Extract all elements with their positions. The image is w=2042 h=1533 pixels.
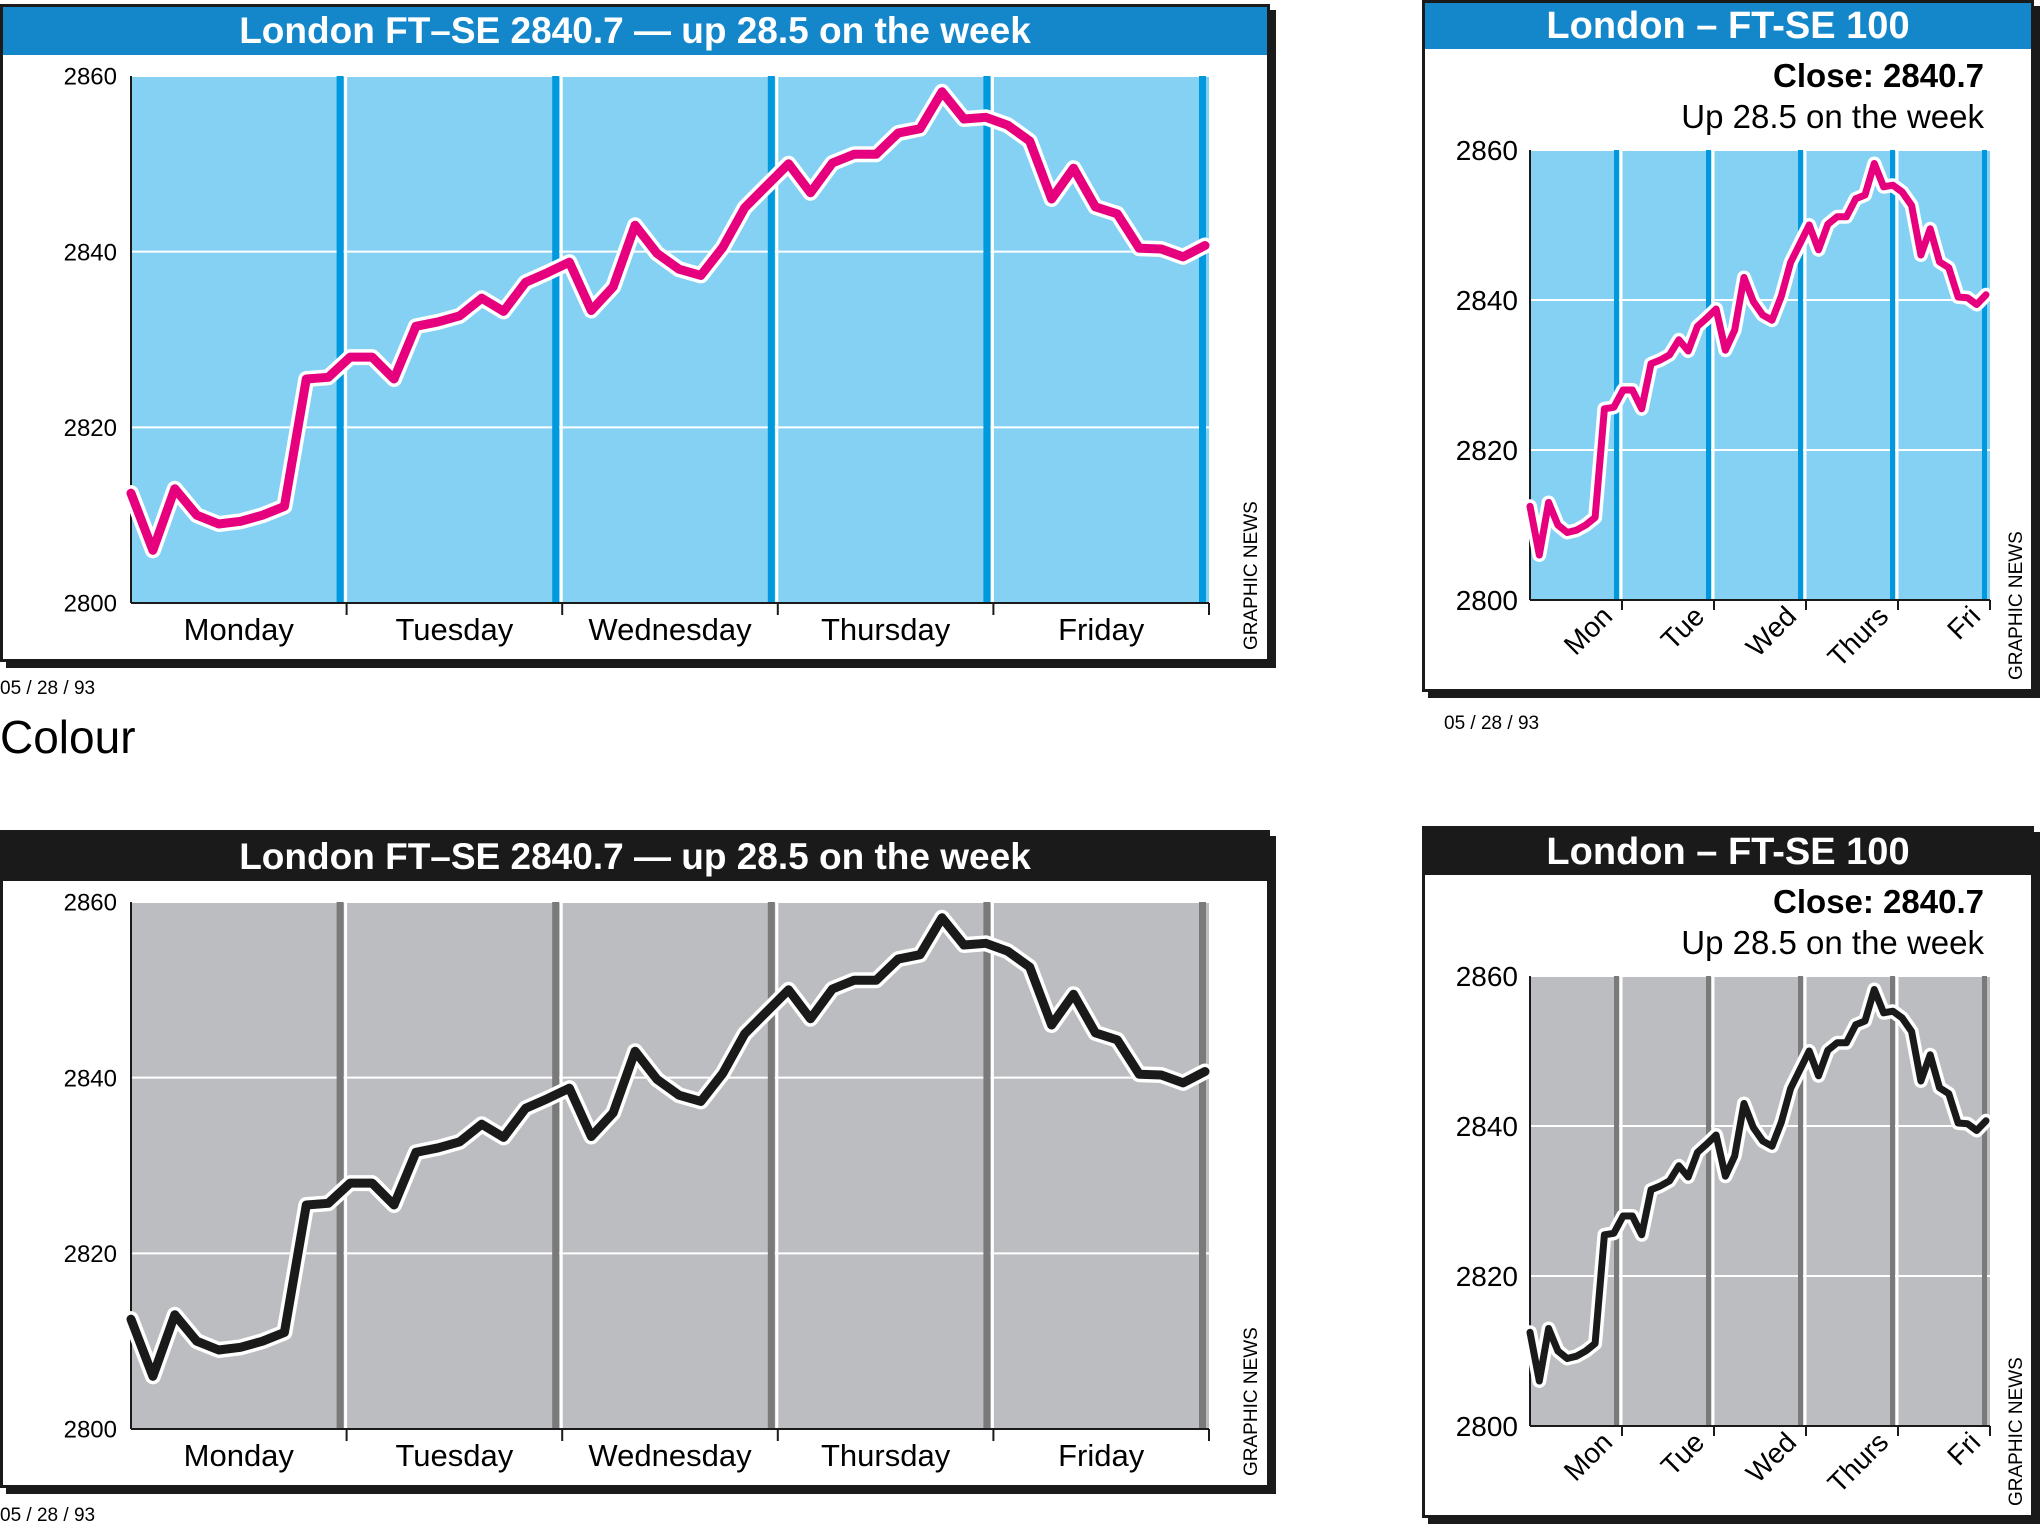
wide-colour-chart-svg: 2800 2820 2840 2860 Monday Tuesday Wednesday Th… <box>64 64 1262 650</box>
plot-area <box>131 902 1209 1429</box>
date-stamp: 05 / 28 / 93 <box>0 678 96 699</box>
x-category-label: Monday <box>184 612 295 647</box>
y-tick-label: 2860 <box>1456 961 1518 992</box>
plot-area <box>1530 150 1990 600</box>
x-category-label: Wed <box>1740 600 1802 662</box>
day-divider <box>552 902 560 1429</box>
series-line <box>126 913 1210 1381</box>
close-value-label: Close: 2840.7 <box>1773 57 1984 94</box>
day-divider <box>1798 150 1803 600</box>
section-label: Colour <box>0 711 136 763</box>
chart-title: London – FT-SE 100 <box>1422 0 2034 49</box>
y-tick-label: 2860 <box>1456 135 1518 166</box>
close-value-label: Close: 2840.7 <box>1773 883 1984 920</box>
credit-label: GRAPHIC NEWS <box>2006 1357 2027 1506</box>
y-tick-label: 2820 <box>1456 1261 1518 1292</box>
wide-colour-chart-panel: London FT–SE 2840.7 — up 28.5 on the wee… <box>0 4 1276 668</box>
day-divider <box>983 902 991 1429</box>
day-divider <box>1798 976 1803 1426</box>
day-divider <box>1614 976 1619 1426</box>
day-divider <box>767 902 775 1429</box>
y-tick-label: 2860 <box>64 890 117 917</box>
day-divider <box>1982 150 1987 600</box>
y-tick-label: 2840 <box>1456 285 1518 316</box>
day-divider <box>1706 976 1711 1426</box>
x-category-label: Friday <box>1058 612 1145 647</box>
chart-title: London – FT-SE 100 <box>1422 826 2034 875</box>
x-category-label: Wednesday <box>588 612 752 647</box>
y-tick-label: 2820 <box>64 1241 117 1268</box>
weekly-change-label: Up 28.5 on the week <box>1681 924 1984 961</box>
x-category-label: Fri <box>1941 1426 1986 1471</box>
y-tick-label: 2820 <box>64 415 117 442</box>
day-divider <box>552 76 560 603</box>
credit-label: GRAPHIC NEWS <box>1241 1327 1262 1476</box>
series-line <box>1526 986 1990 1385</box>
day-divider <box>983 76 991 603</box>
narrow-colour-chart-svg: 2800 2820 2840 2860 Mon Tue Wed Thurs Fri GRAPHIC… <box>1456 135 2027 680</box>
plot-area <box>131 76 1209 603</box>
x-category-label: Tuesday <box>396 612 514 647</box>
y-tick-label: 2840 <box>1456 1111 1518 1142</box>
narrow-mono-chart-svg: 2800 2820 2840 2860 Mon Tue Wed Thurs Fri GRAPHIC… <box>1456 961 2027 1506</box>
y-tick-label: 2840 <box>64 1065 117 1092</box>
day-divider <box>1890 150 1895 600</box>
day-divider <box>1706 150 1711 600</box>
wide-mono-chart-svg: 2800 2820 2840 2860 Monday Tuesday Wednesday Th… <box>64 890 1262 1476</box>
y-tick-label: 2800 <box>1456 1411 1518 1442</box>
x-category-label: Thurs <box>1822 600 1895 673</box>
x-category-label: Monday <box>184 1438 295 1473</box>
x-category-label: Tue <box>1655 600 1710 655</box>
day-divider <box>1614 150 1619 600</box>
x-category-label: Tue <box>1655 1426 1710 1481</box>
weekly-change-label: Up 28.5 on the week <box>1681 98 1984 135</box>
narrow-mono-chart-panel: London – FT-SE 100 Close: 2840.7 Up 28.5… <box>1422 826 2040 1524</box>
day-divider <box>1199 76 1206 603</box>
series-line <box>1526 160 1990 559</box>
plot-area <box>1530 976 1990 1426</box>
y-tick-label: 2840 <box>64 239 117 266</box>
credit-label: GRAPHIC NEWS <box>2006 531 2027 680</box>
credit-label: GRAPHIC NEWS <box>1241 501 1262 650</box>
x-category-label: Thursday <box>821 1438 951 1473</box>
day-divider <box>336 76 344 603</box>
y-tick-label: 2800 <box>1456 585 1518 616</box>
wide-mono-chart-panel: London FT–SE 2840.7 — up 28.5 on the wee… <box>0 830 1276 1494</box>
y-tick-label: 2800 <box>64 1417 117 1444</box>
date-stamp: 05 / 28 / 93 <box>0 1505 96 1526</box>
series-line <box>126 87 1210 555</box>
chart-title: London FT–SE 2840.7 — up 28.5 on the wee… <box>0 4 1270 55</box>
x-category-label: Friday <box>1058 1438 1145 1473</box>
y-tick-label: 2860 <box>64 64 117 91</box>
x-category-label: Fri <box>1941 600 1986 645</box>
x-category-label: Mon <box>1558 1426 1618 1486</box>
day-divider <box>1982 976 1987 1426</box>
day-divider <box>1199 902 1206 1429</box>
y-tick-label: 2820 <box>1456 435 1518 466</box>
chart-title: London FT–SE 2840.7 — up 28.5 on the wee… <box>0 830 1270 881</box>
x-category-label: Thurs <box>1822 1426 1895 1499</box>
day-divider <box>767 76 775 603</box>
x-category-label: Wednesday <box>588 1438 752 1473</box>
narrow-colour-chart-panel: London – FT-SE 100 Close: 2840.7 Up 28.5… <box>1422 0 2040 698</box>
day-divider <box>336 902 344 1429</box>
x-category-label: Wed <box>1740 1426 1802 1488</box>
x-category-label: Tuesday <box>396 1438 514 1473</box>
x-category-label: Mon <box>1558 600 1618 660</box>
date-stamp: 05 / 28 / 93 <box>1444 713 1540 734</box>
y-tick-label: 2800 <box>64 591 117 618</box>
day-divider <box>1890 976 1895 1426</box>
x-category-label: Thursday <box>821 612 951 647</box>
